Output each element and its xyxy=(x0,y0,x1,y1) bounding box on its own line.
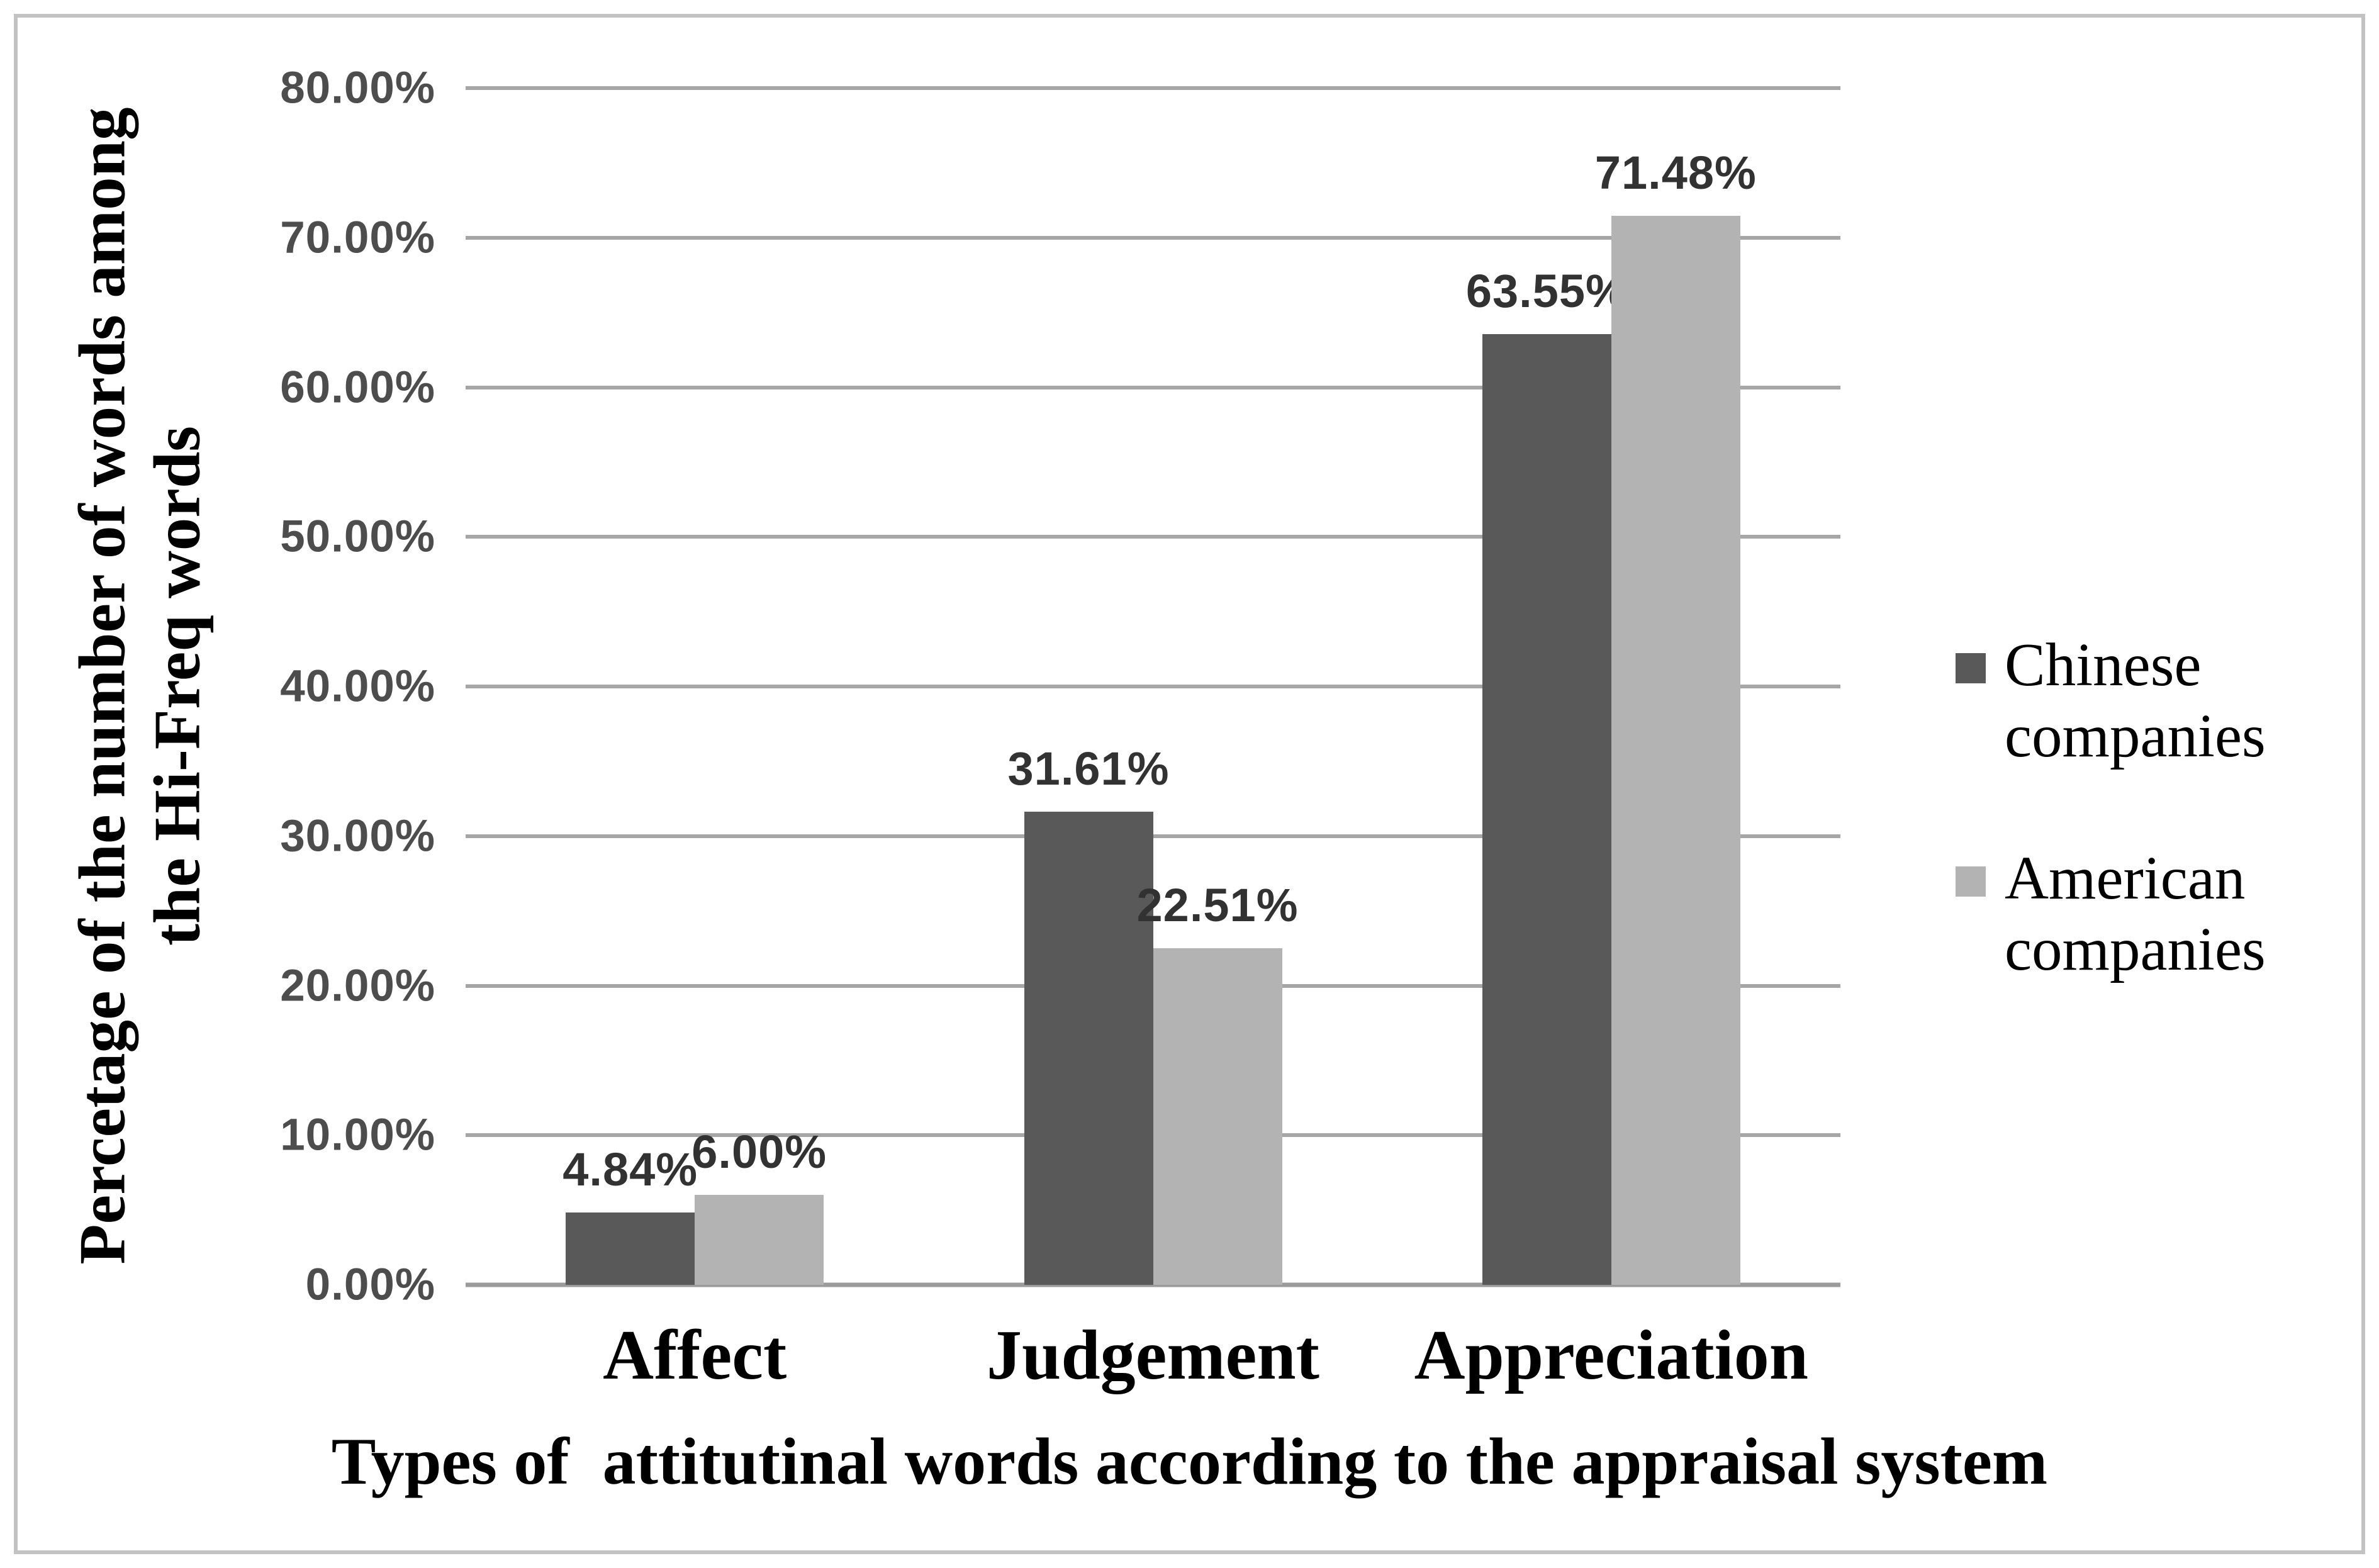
legend-entry: Chinese companies xyxy=(1956,629,2358,772)
y-tick-label: 0.00% xyxy=(305,1260,435,1310)
bar-series2 xyxy=(695,1195,824,1285)
gridline xyxy=(466,834,1840,838)
legend-marker-dark-icon xyxy=(1956,653,1986,683)
gridline xyxy=(466,235,1840,240)
x-axis-line xyxy=(466,1282,1840,1287)
y-tick-label: 50.00% xyxy=(280,512,435,562)
bar-data-label: 6.00% xyxy=(691,1126,827,1179)
y-tick-label: 30.00% xyxy=(280,811,435,861)
gridline xyxy=(466,86,1840,90)
x-axis-title: Types of attitutinal words according to … xyxy=(331,1425,2048,1498)
bar-data-label: 71.48% xyxy=(1594,146,1757,199)
bar-series1 xyxy=(566,1212,695,1285)
bar-data-label: 4.84% xyxy=(563,1143,698,1196)
legend: Chinese companies American companies xyxy=(1956,629,2358,1056)
gridline xyxy=(466,685,1840,688)
bar-data-label: 31.61% xyxy=(1007,742,1170,795)
y-tick-label: 10.00% xyxy=(280,1110,435,1160)
bar-data-label: 63.55% xyxy=(1465,265,1628,318)
y-tick-label: 20.00% xyxy=(280,961,435,1011)
bar-series1 xyxy=(1482,334,1611,1285)
legend-label: Chinese companies xyxy=(2005,631,2266,770)
category-label: Appreciation xyxy=(1414,1316,1809,1394)
category-label: Affect xyxy=(603,1316,787,1394)
gridline xyxy=(466,385,1840,389)
legend-marker-light-icon xyxy=(1956,866,1986,897)
y-tick-label: 80.00% xyxy=(280,63,435,113)
bar-data-label: 22.51% xyxy=(1136,878,1299,931)
x-axis-category-row: Affect Judgement Appreciation xyxy=(466,1315,1840,1416)
legend-label: American companies xyxy=(2005,844,2266,983)
bar-series2 xyxy=(1153,948,1282,1285)
y-axis-title: Percetage of the number of words among t… xyxy=(65,107,213,1265)
plot-area: 0.00% 10.00% 20.00% 30.00% 40.00% 50.00% 60.00… xyxy=(280,64,1840,1310)
category-label: Judgement xyxy=(987,1316,1319,1394)
gridline xyxy=(466,535,1840,539)
legend-entry: American companies xyxy=(1956,843,2358,985)
y-tick-label: 70.00% xyxy=(280,213,435,263)
chart-frame xyxy=(14,14,2365,1554)
bar-series1 xyxy=(1024,812,1153,1285)
y-tick-label: 40.00% xyxy=(280,661,435,712)
y-tick-label: 60.00% xyxy=(280,362,435,412)
bar-series2 xyxy=(1611,215,1740,1285)
